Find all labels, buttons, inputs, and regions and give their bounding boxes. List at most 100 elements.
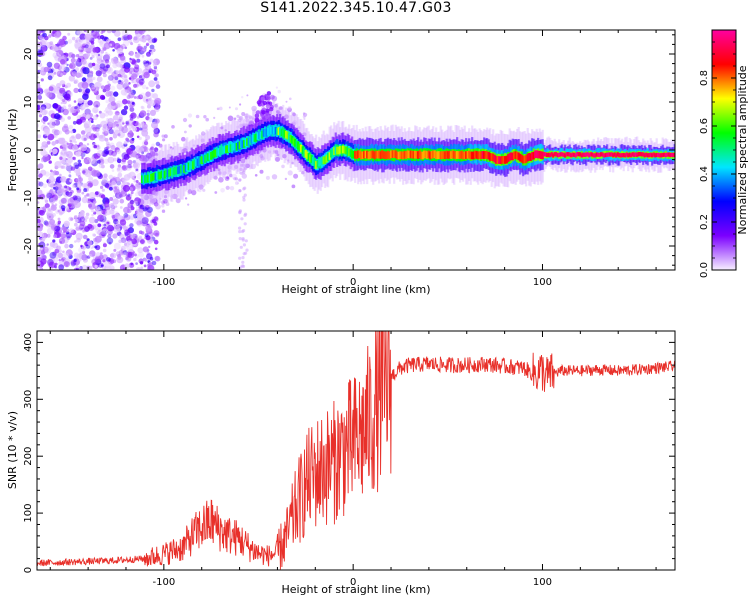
heatmap-noise-cell [100, 264, 104, 268]
x-tick-label: 100 [533, 277, 552, 288]
x-tick-label: 0 [350, 277, 356, 288]
heatmap-noise-cell [139, 127, 143, 131]
heatmap-noise-cell [121, 126, 129, 134]
heatmap-noise-cell [118, 114, 124, 120]
heatmap-noise-cell [130, 112, 137, 119]
heatmap-noise-cell [117, 118, 122, 123]
heatmap-noise-cell [63, 258, 71, 266]
heatmap-noise-cell [163, 134, 168, 139]
heatmap-ridge-cell [447, 151, 450, 159]
heatmap-noise-cell [60, 165, 64, 169]
heatmap-noise-cell [91, 179, 99, 187]
heatmap-noise-cell [37, 169, 40, 175]
heatmap-noise-cell [100, 194, 106, 199]
heatmap-noise-cell [172, 193, 178, 200]
heatmap-noise-cell [73, 200, 78, 205]
heatmap-noise-cell [96, 206, 101, 211]
heatmap-noise-cell [214, 191, 218, 194]
heatmap-noise-cell [52, 239, 56, 243]
heatmap-noise-cell [93, 52, 98, 56]
heatmap-noise-cell [75, 54, 80, 58]
heatmap-ridge-cell [262, 129, 265, 137]
heatmap-noise-cell [155, 217, 158, 220]
heatmap-ridge-cell [318, 158, 321, 167]
heatmap-noise-cell [88, 157, 96, 165]
heatmap-noise-cell [88, 253, 93, 258]
heatmap-noise-cell [109, 197, 114, 201]
heatmap-noise-cell [67, 197, 75, 205]
heatmap-noise-cell [67, 116, 71, 120]
heatmap-noise-cell [46, 91, 53, 98]
heatmap-noise-cell [54, 161, 62, 169]
heatmap-noise-cell [75, 151, 81, 157]
heatmap-noise-cell [113, 91, 119, 97]
heatmap-noise-cell [116, 149, 121, 155]
heatmap-noise-cell [287, 170, 293, 176]
heatmap-noise-cell [46, 207, 50, 211]
heatmap-noise-cell [228, 169, 232, 173]
heatmap-noise-cell [134, 192, 140, 197]
heatmap-noise-cell [161, 204, 165, 208]
heatmap-ridge-cell [157, 171, 160, 180]
heatmap-ridge-cell [654, 153, 657, 158]
heatmap-ridge-cell [672, 152, 675, 158]
heatmap-noise-cell [62, 197, 70, 204]
heatmap-noise-cell [76, 237, 81, 243]
snr-x-axis-label: Height of straight line (km) [281, 583, 430, 596]
heatmap-noise-cell [115, 212, 120, 217]
heatmap-noise-cell [140, 217, 146, 223]
heatmap-ridge-cell [615, 153, 618, 158]
heatmap-ridge-cell [544, 152, 547, 157]
heatmap-noise-cell [48, 221, 55, 228]
heatmap-noise-cell [136, 208, 144, 216]
heatmap-ridge-cell [316, 159, 319, 168]
heatmap-noise-cell [233, 177, 237, 181]
heatmap-noise-cell [149, 151, 156, 157]
heatmap-noise-cell [122, 73, 126, 78]
heatmap-ridge-cell [559, 152, 562, 157]
heatmap-ridge-cell [555, 152, 558, 157]
heatmap-noise-cell [142, 60, 148, 65]
heatmap-noise-cell [239, 103, 242, 106]
heatmap-noise-cell [74, 140, 77, 144]
heatmap-noise-cell [105, 66, 112, 73]
heatmap-noise-cell [163, 195, 168, 199]
heatmap-noise-cell [122, 252, 128, 258]
heatmap-ridge-cell [387, 150, 390, 159]
heatmap-noise-cell [94, 245, 98, 249]
heatmap-noise-cell [57, 130, 63, 135]
heatmap-ridge-cell [165, 169, 168, 177]
heatmap-ridge-cell [289, 135, 292, 143]
colorbar-tick-label: 0.0 [699, 262, 710, 278]
heatmap-noise-cell [83, 123, 90, 129]
heatmap-noise-cell [125, 120, 130, 125]
heatmap-noise-cell [128, 77, 132, 80]
heatmap-noise-cell [122, 250, 128, 255]
heatmap-ridge-cell [397, 151, 400, 160]
heatmap-ridge-cell [501, 156, 504, 164]
heatmap-noise-cell [120, 89, 128, 96]
heatmap-noise-cell [63, 93, 71, 101]
heatmap-ridge-cell [402, 151, 405, 160]
heatmap-noise-cell [86, 157, 90, 160]
heatmap-noise-cell [148, 97, 152, 101]
heatmap-noise-cell [138, 30, 145, 35]
y-tick-label: 200 [23, 447, 34, 466]
y-tick-label: 100 [23, 504, 34, 523]
heatmap-noise-cell [141, 78, 144, 81]
heatmap-noise-cell [37, 218, 41, 224]
heatmap-noise-cell [144, 64, 151, 71]
heatmap-noise-cell [63, 261, 70, 268]
heatmap-noise-cell [98, 229, 101, 232]
heatmap-noise-cell [128, 174, 132, 178]
heatmap-ridge-cell [463, 151, 466, 160]
heatmap-noise-cell [101, 176, 108, 183]
heatmap-ridge-cell [535, 150, 538, 158]
heatmap-ridge-cell [574, 153, 577, 158]
heatmap-noise-cell [241, 256, 245, 260]
heatmap-noise-cell [92, 31, 96, 35]
heatmap-noise-cell [124, 229, 131, 236]
heatmap-ridge-cell [331, 149, 334, 157]
heatmap-noise-cell [111, 177, 116, 182]
heatmap-ridge-cell [343, 146, 346, 154]
